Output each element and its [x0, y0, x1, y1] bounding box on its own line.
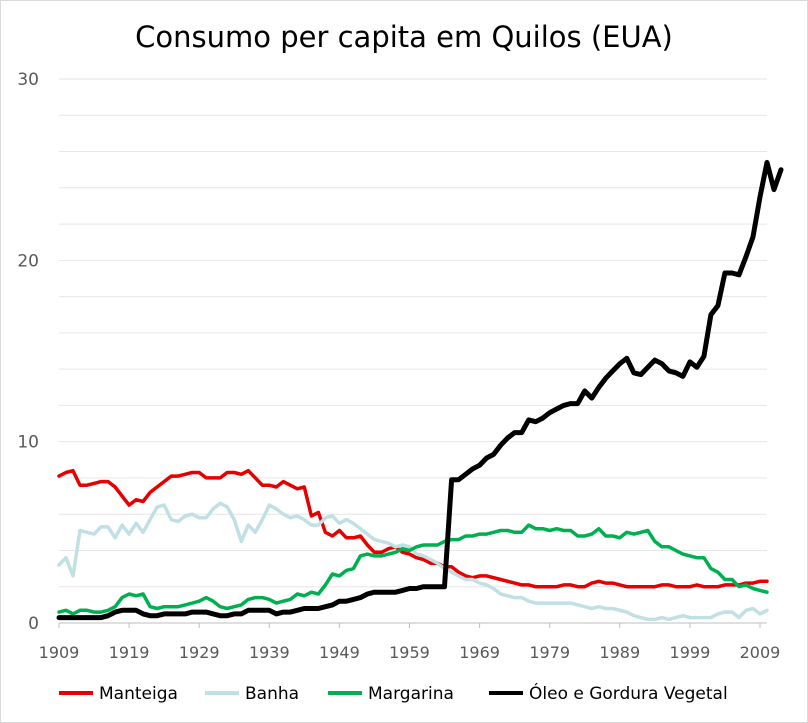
x-tick-label: 1999 — [670, 643, 711, 662]
gridlines — [59, 78, 767, 588]
x-tick-label: 1989 — [599, 643, 640, 662]
series-line-margarina — [57, 523, 769, 616]
x-tick-label: 1939 — [249, 643, 290, 662]
y-tick-label: 30 — [17, 70, 39, 90]
x-axis-ticks: 1909 1919 1929 1939 1949 1959 1969 1979 1989 1999… — [39, 623, 781, 662]
chart-title: Consumo per capita em Quilos (EUA) — [135, 20, 673, 54]
legend-label: Manteiga — [99, 684, 178, 704]
legend-label: Banha — [245, 684, 299, 704]
x-tick-label: 1959 — [389, 643, 430, 662]
y-tick-label: 20 — [17, 251, 39, 271]
x-tick-label: 1929 — [179, 643, 220, 662]
legend-label: Margarina — [368, 684, 454, 704]
series-line-manteiga — [57, 468, 769, 589]
x-tick-label: 1949 — [319, 643, 360, 662]
y-tick-label: 10 — [17, 433, 39, 453]
x-tick-label: 1909 — [39, 643, 80, 662]
series-lines — [56, 159, 784, 622]
legend-label: Óleo e Gordura Vegetal — [529, 682, 728, 704]
x-tick-label: 1979 — [529, 643, 570, 662]
y-axis-ticks: 0 10 20 30 — [17, 70, 39, 634]
x-tick-label: 1919 — [109, 643, 150, 662]
legend: Manteiga Banha Margarina Óleo e Gordura Veg… — [59, 682, 728, 704]
series-line-banha — [57, 501, 769, 622]
y-tick-label: 0 — [28, 614, 39, 634]
x-tick-label: 2009 — [740, 643, 781, 662]
series-line-oleo-e-gordura-vegetal — [56, 159, 784, 621]
x-tick-label: 1969 — [459, 643, 500, 662]
